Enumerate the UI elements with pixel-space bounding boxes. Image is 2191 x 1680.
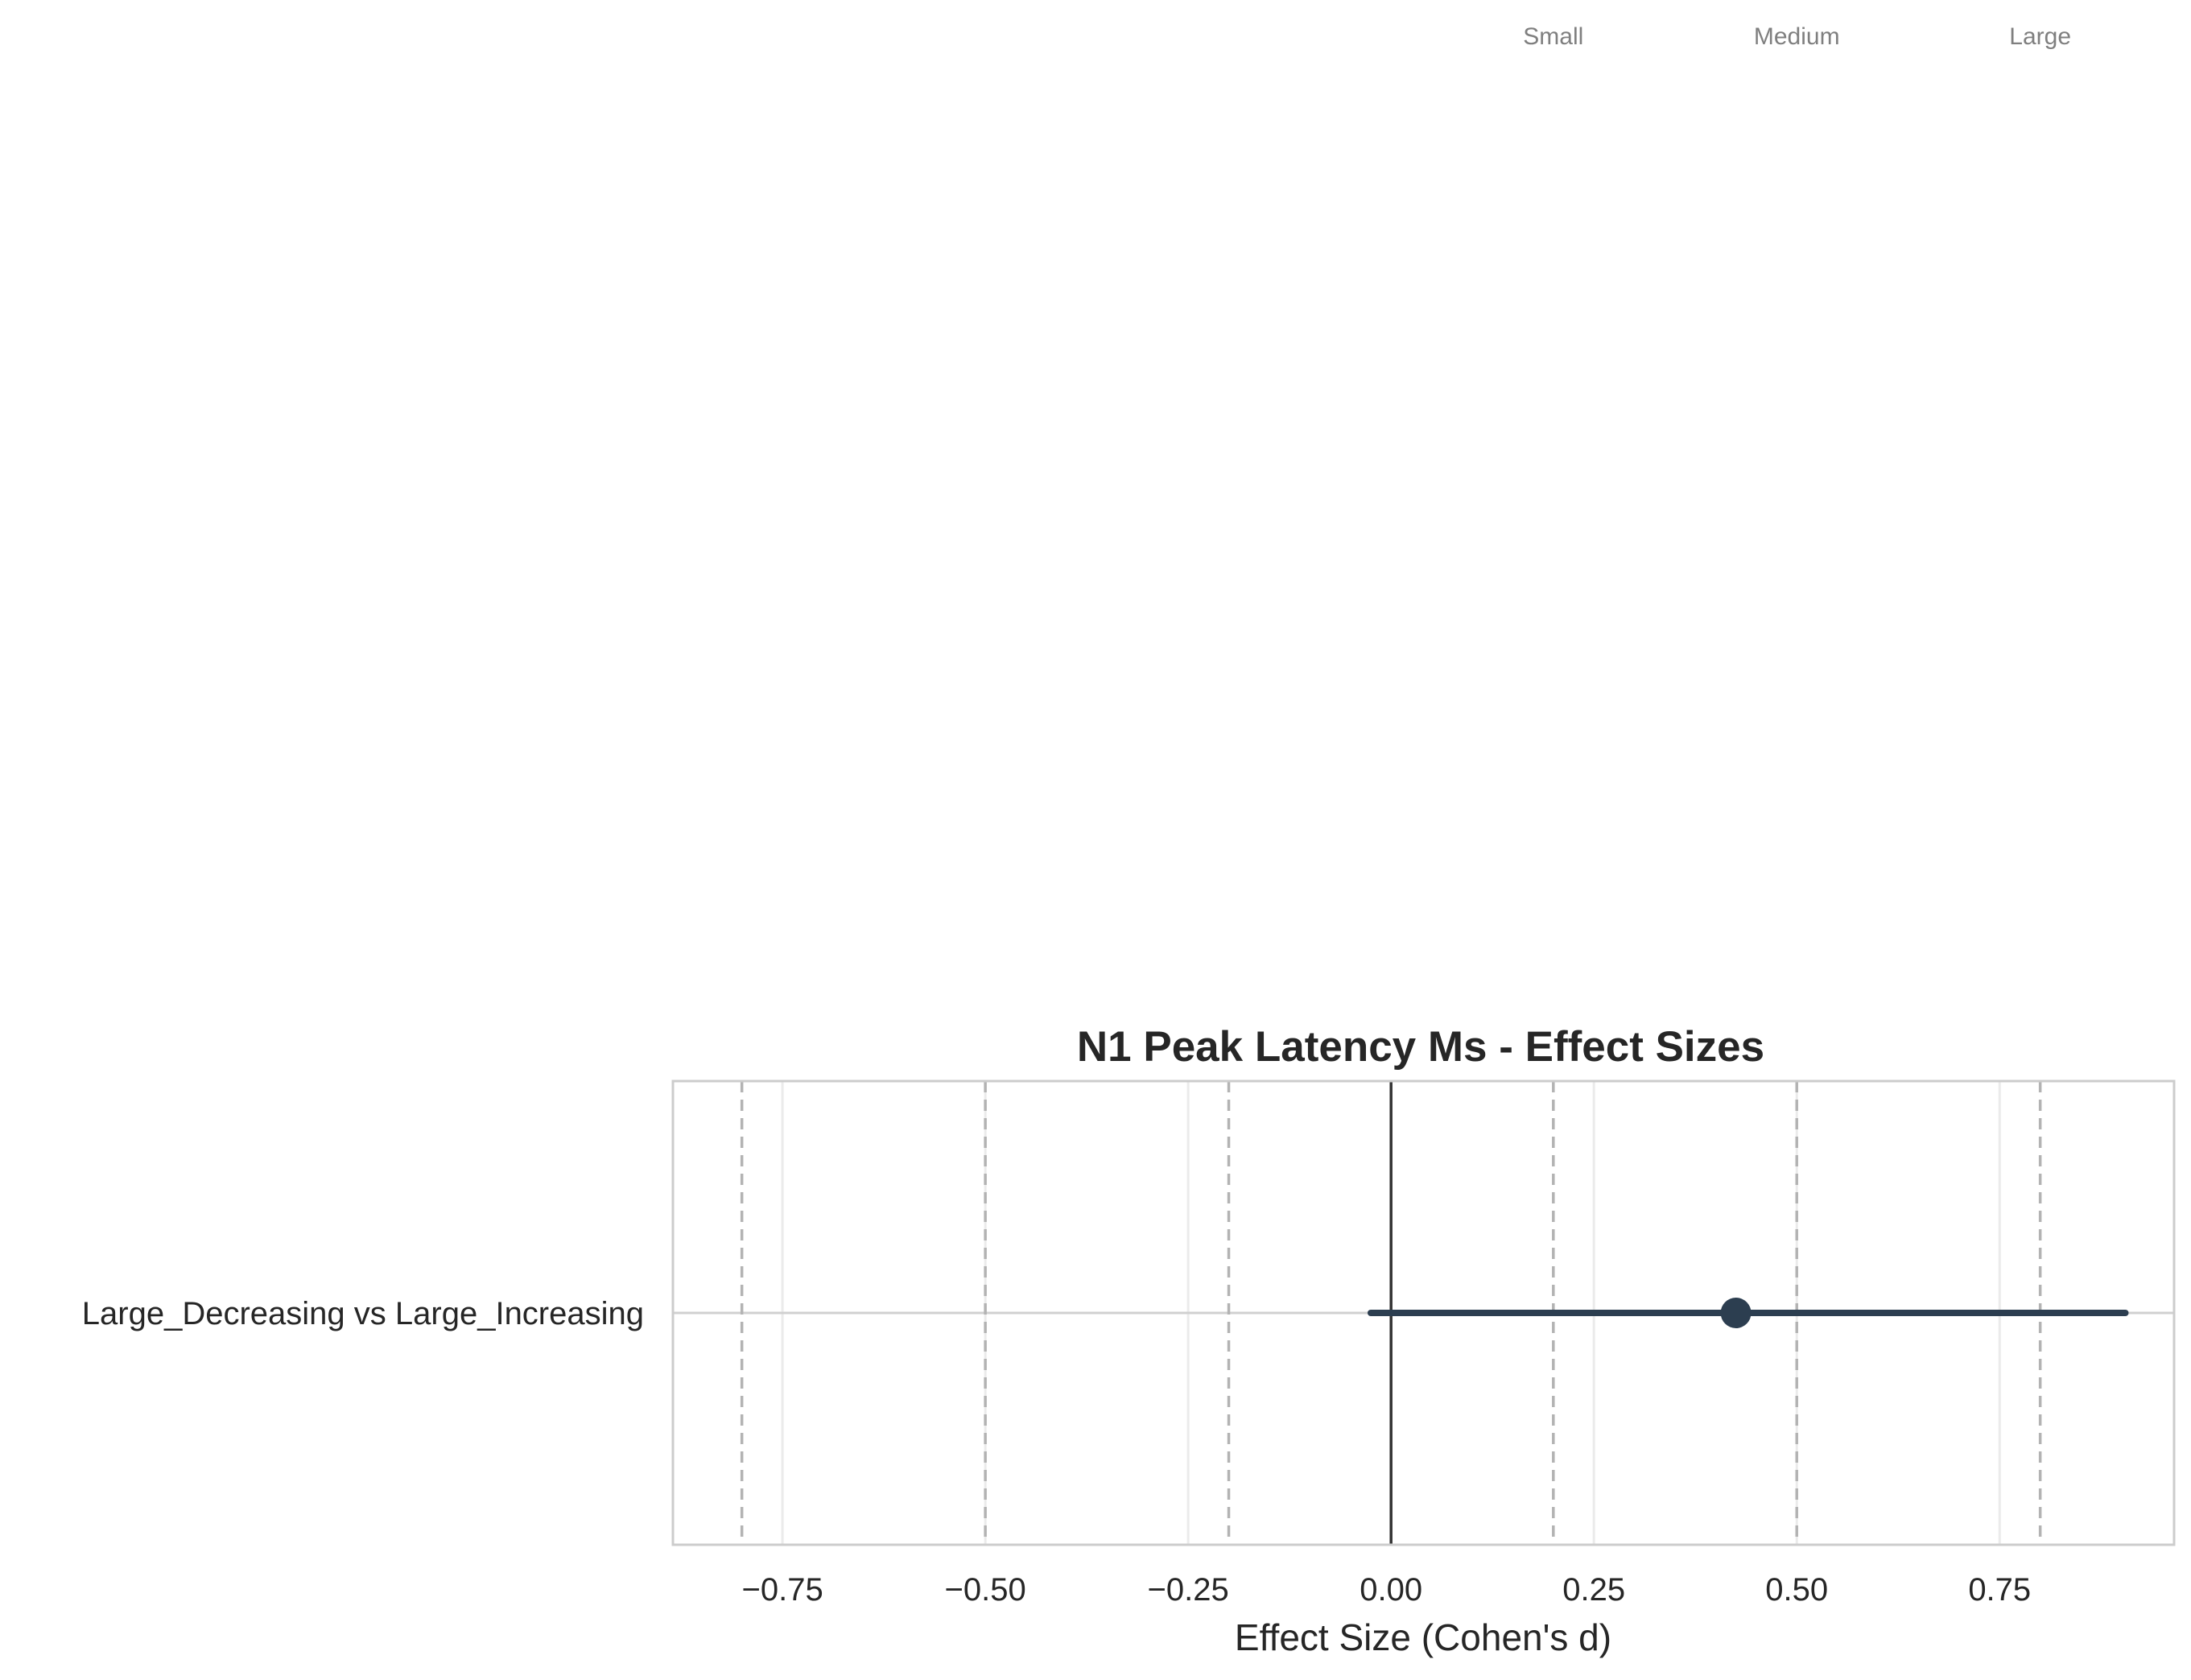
chart-title: N1 Peak Latency Ms - Effect Sizes <box>1077 1023 1764 1071</box>
x-tick-label: 0.00 <box>1360 1572 1422 1608</box>
x-tick-label: −0.75 <box>741 1572 823 1608</box>
threshold-labels: Small Medium Large <box>1523 23 2071 50</box>
plot-frame <box>671 1079 2176 1546</box>
effect-point <box>1720 1298 1752 1328</box>
comparison-label: Large_Decreasing vs Large_Increasing <box>82 1296 644 1331</box>
x-tick-label: 0.75 <box>1968 1572 2031 1608</box>
threshold-label: Large <box>2009 23 2071 50</box>
x-tick-label: 0.25 <box>1562 1572 1625 1608</box>
threshold-label: Medium <box>1754 23 1840 50</box>
x-tick-label: −0.50 <box>945 1572 1026 1608</box>
x-axis-ticks: −0.75 −0.50 −0.25 0.00 0.25 0.50 0.75 <box>741 1572 2031 1608</box>
threshold-label: Small <box>1523 23 1583 50</box>
x-tick-label: 0.50 <box>1765 1572 1828 1608</box>
y-axis-labels: Large_Decreasing vs Large_Increasing <box>82 1296 644 1331</box>
x-axis-title: Effect Size (Cohen's d) <box>1235 1616 1611 1658</box>
effect-series <box>1367 1298 2129 1328</box>
x-tick-label: −0.25 <box>1148 1572 1229 1608</box>
